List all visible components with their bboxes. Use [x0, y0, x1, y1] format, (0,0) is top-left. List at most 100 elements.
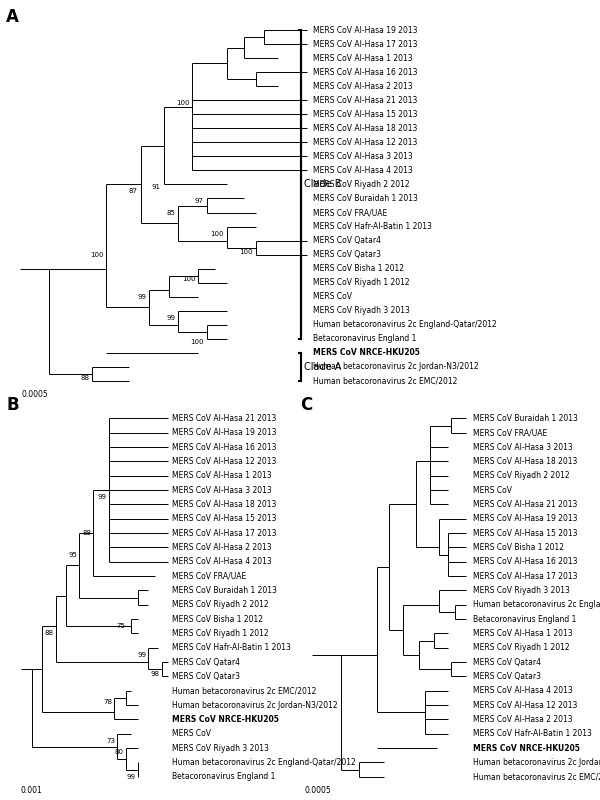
Text: MERS CoV Al-Hasa 2 2013: MERS CoV Al-Hasa 2 2013: [313, 82, 413, 90]
Text: 95: 95: [69, 551, 78, 558]
Text: MERS CoV Riyadh 2 2012: MERS CoV Riyadh 2 2012: [473, 471, 569, 480]
Text: 100: 100: [182, 275, 196, 282]
Text: MERS CoV Qatar3: MERS CoV Qatar3: [172, 672, 240, 681]
Text: 97: 97: [195, 198, 204, 204]
Text: MERS CoV FRA/UAE: MERS CoV FRA/UAE: [172, 571, 246, 581]
Text: MERS CoV Al-Hasa 18 2013: MERS CoV Al-Hasa 18 2013: [172, 500, 276, 509]
Text: Clade B: Clade B: [304, 179, 342, 190]
Text: MERS CoV Al-Hasa 4 2013: MERS CoV Al-Hasa 4 2013: [313, 166, 413, 175]
Text: MERS CoV Al-Hasa 18 2013: MERS CoV Al-Hasa 18 2013: [473, 457, 577, 466]
Text: MERS CoV Qatar4: MERS CoV Qatar4: [313, 236, 381, 245]
Text: Human betacoronavirus 2c Jordan-N3/2012: Human betacoronavirus 2c Jordan-N3/2012: [172, 701, 337, 710]
Text: 73: 73: [106, 738, 115, 744]
Text: MERS CoV Al-Hasa 19 2013: MERS CoV Al-Hasa 19 2013: [313, 26, 418, 34]
Text: MERS CoV Riyadh 3 2013: MERS CoV Riyadh 3 2013: [172, 744, 269, 753]
Text: MERS CoV Al-Hasa 3 2013: MERS CoV Al-Hasa 3 2013: [473, 442, 572, 451]
Text: MERS CoV Al-Hasa 17 2013: MERS CoV Al-Hasa 17 2013: [473, 571, 577, 581]
Text: 99: 99: [166, 315, 175, 321]
Text: MERS CoV Al-Hasa 19 2013: MERS CoV Al-Hasa 19 2013: [473, 514, 577, 523]
Text: MERS CoV Qatar4: MERS CoV Qatar4: [172, 658, 240, 666]
Text: MERS CoV Buraidah 1 2013: MERS CoV Buraidah 1 2013: [313, 194, 418, 203]
Text: MERS CoV Qatar3: MERS CoV Qatar3: [313, 250, 381, 259]
Text: MERS CoV Riyadh 2 2012: MERS CoV Riyadh 2 2012: [313, 180, 410, 189]
Text: MERS CoV Qatar3: MERS CoV Qatar3: [473, 672, 541, 681]
Text: MERS CoV Buraidah 1 2013: MERS CoV Buraidah 1 2013: [473, 414, 578, 423]
Text: MERS CoV Al-Hasa 16 2013: MERS CoV Al-Hasa 16 2013: [313, 68, 418, 77]
Text: MERS CoV Al-Hasa 15 2013: MERS CoV Al-Hasa 15 2013: [473, 529, 577, 538]
Text: 100: 100: [211, 230, 224, 237]
Text: MERS CoV Hafr-Al-Batin 1 2013: MERS CoV Hafr-Al-Batin 1 2013: [473, 730, 592, 738]
Text: 100: 100: [90, 252, 104, 258]
Text: B: B: [6, 396, 19, 414]
Text: MERS CoV Al-Hasa 16 2013: MERS CoV Al-Hasa 16 2013: [172, 442, 276, 451]
Text: MERS CoV Al-Hasa 1 2013: MERS CoV Al-Hasa 1 2013: [473, 629, 572, 638]
Text: MERS CoV Buraidah 1 2013: MERS CoV Buraidah 1 2013: [172, 586, 277, 595]
Text: Clade A: Clade A: [304, 362, 341, 372]
Text: MERS CoV Bisha 1 2012: MERS CoV Bisha 1 2012: [313, 264, 404, 273]
Text: Human betacoronavirus 2c EMC/2012: Human betacoronavirus 2c EMC/2012: [473, 772, 600, 782]
Text: MERS CoV Al-Hasa 2 2013: MERS CoV Al-Hasa 2 2013: [172, 543, 271, 552]
Text: 88: 88: [80, 375, 89, 381]
Text: Human betacoronavirus 2c EMC/2012: Human betacoronavirus 2c EMC/2012: [172, 686, 316, 695]
Text: 87: 87: [129, 189, 138, 194]
Text: Human betacoronavirus 2c Jordan-N3/2012: Human betacoronavirus 2c Jordan-N3/2012: [313, 362, 479, 371]
Text: MERS CoV Riyadh 1 2012: MERS CoV Riyadh 1 2012: [172, 629, 268, 638]
Text: MERS CoV Al-Hasa 17 2013: MERS CoV Al-Hasa 17 2013: [313, 39, 418, 49]
Text: 88: 88: [82, 530, 91, 536]
Text: 0.0005: 0.0005: [22, 390, 48, 399]
Text: 91: 91: [152, 184, 161, 190]
Text: MERS CoV Al-Hasa 17 2013: MERS CoV Al-Hasa 17 2013: [172, 529, 276, 538]
Text: MERS CoV Al-Hasa 21 2013: MERS CoV Al-Hasa 21 2013: [473, 500, 577, 509]
Text: MERS CoV NRCE-HKU205: MERS CoV NRCE-HKU205: [313, 349, 420, 358]
Text: Betacoronavirus England 1: Betacoronavirus England 1: [172, 772, 275, 782]
Text: MERS CoV Al-Hasa 2 2013: MERS CoV Al-Hasa 2 2013: [473, 715, 572, 724]
Text: MERS CoV Riyadh 3 2013: MERS CoV Riyadh 3 2013: [313, 306, 410, 315]
Text: MERS CoV Riyadh 3 2013: MERS CoV Riyadh 3 2013: [473, 586, 570, 595]
Text: MERS CoV Al-Hasa 12 2013: MERS CoV Al-Hasa 12 2013: [172, 457, 276, 466]
Text: MERS CoV Al-Hasa 21 2013: MERS CoV Al-Hasa 21 2013: [313, 96, 417, 105]
Text: Human betacoronavirus 2c England-Qatar/2012: Human betacoronavirus 2c England-Qatar/2…: [313, 320, 497, 330]
Text: MERS CoV Qatar4: MERS CoV Qatar4: [473, 658, 541, 666]
Text: MERS CoV Al-Hasa 12 2013: MERS CoV Al-Hasa 12 2013: [473, 701, 577, 710]
Text: 99: 99: [98, 494, 107, 500]
Text: MERS CoV Riyadh 2 2012: MERS CoV Riyadh 2 2012: [172, 600, 268, 610]
Text: MERS CoV Al-Hasa 16 2013: MERS CoV Al-Hasa 16 2013: [473, 558, 577, 566]
Text: MERS CoV Al-Hasa 18 2013: MERS CoV Al-Hasa 18 2013: [313, 124, 417, 133]
Text: MERS CoV: MERS CoV: [172, 730, 211, 738]
Text: A: A: [6, 8, 19, 26]
Text: MERS CoV Bisha 1 2012: MERS CoV Bisha 1 2012: [172, 614, 263, 623]
Text: 98: 98: [151, 670, 160, 677]
Text: Betacoronavirus England 1: Betacoronavirus England 1: [473, 614, 576, 623]
Text: MERS CoV Riyadh 1 2012: MERS CoV Riyadh 1 2012: [473, 643, 569, 652]
Text: 0.0005: 0.0005: [304, 786, 331, 795]
Text: 99: 99: [137, 294, 146, 300]
Text: MERS CoV: MERS CoV: [313, 292, 352, 302]
Text: MERS CoV FRA/UAE: MERS CoV FRA/UAE: [473, 428, 547, 437]
Text: MERS CoV Al-Hasa 1 2013: MERS CoV Al-Hasa 1 2013: [313, 54, 413, 62]
Text: MERS CoV Hafr-Al-Batin 1 2013: MERS CoV Hafr-Al-Batin 1 2013: [172, 643, 290, 652]
Text: MERS CoV Hafr-Al-Batin 1 2013: MERS CoV Hafr-Al-Batin 1 2013: [313, 222, 432, 231]
Text: MERS CoV Al-Hasa 19 2013: MERS CoV Al-Hasa 19 2013: [172, 428, 276, 437]
Text: Human betacoronavirus 2c Jordan-N3/2012: Human betacoronavirus 2c Jordan-N3/2012: [473, 758, 600, 767]
Text: 85: 85: [166, 210, 175, 215]
Text: MERS CoV FRA/UAE: MERS CoV FRA/UAE: [313, 208, 387, 217]
Text: Human betacoronavirus 2c EMC/2012: Human betacoronavirus 2c EMC/2012: [313, 377, 457, 386]
Text: MERS CoV Al-Hasa 21 2013: MERS CoV Al-Hasa 21 2013: [172, 414, 276, 423]
Text: MERS CoV Al-Hasa 4 2013: MERS CoV Al-Hasa 4 2013: [473, 686, 572, 695]
Text: MERS CoV Al-Hasa 1 2013: MERS CoV Al-Hasa 1 2013: [172, 471, 271, 480]
Text: 80: 80: [115, 750, 124, 755]
Text: 100: 100: [190, 338, 204, 345]
Text: C: C: [300, 396, 312, 414]
Text: 75: 75: [117, 623, 125, 630]
Text: 100: 100: [176, 100, 190, 106]
Text: MERS CoV Riyadh 1 2012: MERS CoV Riyadh 1 2012: [313, 278, 410, 287]
Text: MERS CoV Al-Hasa 12 2013: MERS CoV Al-Hasa 12 2013: [313, 138, 417, 147]
Text: MERS CoV Al-Hasa 15 2013: MERS CoV Al-Hasa 15 2013: [172, 514, 276, 523]
Text: Betacoronavirus England 1: Betacoronavirus England 1: [313, 334, 416, 343]
Text: Human betacoronavirus 2c England-Qatar/2012: Human betacoronavirus 2c England-Qatar/2…: [172, 758, 356, 767]
Text: 99: 99: [137, 652, 146, 658]
Text: MERS CoV NRCE-HKU205: MERS CoV NRCE-HKU205: [473, 744, 580, 753]
Text: MERS CoV: MERS CoV: [473, 486, 512, 494]
Text: 0.001: 0.001: [21, 786, 43, 795]
Text: 88: 88: [45, 630, 54, 637]
